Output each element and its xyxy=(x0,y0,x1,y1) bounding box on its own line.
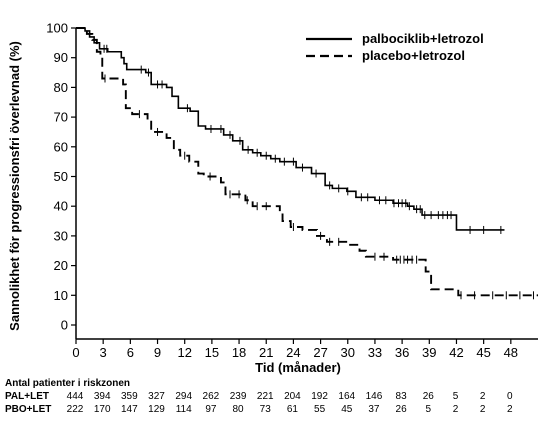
y-tick-label: 40 xyxy=(54,199,68,214)
risk-value: 55 xyxy=(314,404,326,415)
y-tick-label: 100 xyxy=(46,21,68,36)
risk-value: 114 xyxy=(176,404,192,415)
risk-value: 147 xyxy=(121,404,138,415)
risk-value: 37 xyxy=(368,404,380,415)
risk-value: 83 xyxy=(396,391,408,402)
x-tick-label: 36 xyxy=(395,345,409,360)
risk-value: 5 xyxy=(453,391,459,402)
x-axis-title: Tid (månader) xyxy=(255,360,341,375)
risk-value: 5 xyxy=(426,404,432,415)
y-tick-label: 30 xyxy=(54,228,68,243)
x-tick-label: 30 xyxy=(341,345,355,360)
x-tick-label: 18 xyxy=(232,345,246,360)
legend-label-placebo: placebo+letrozol xyxy=(362,48,465,63)
risk-value: 61 xyxy=(287,404,299,415)
y-tick-label: 0 xyxy=(61,318,68,333)
risk-values: 444 394 359 327 294 262 239 221 204 192 164 146 83 26… xyxy=(67,391,513,415)
x-tick-label: 9 xyxy=(154,345,161,360)
x-tick-label: 42 xyxy=(449,345,463,360)
risk-value: 97 xyxy=(205,404,217,415)
risk-value: 73 xyxy=(260,404,272,415)
risk-value: 45 xyxy=(341,404,353,415)
x-tick-label: 3 xyxy=(100,345,107,360)
x-tick-label: 33 xyxy=(368,345,382,360)
x-tick-label: 27 xyxy=(313,345,327,360)
risk-table: Antal patienter i riskzonen PAL+LET PBO+… xyxy=(5,378,513,415)
x-tick-label: 48 xyxy=(504,345,518,360)
risk-value: 192 xyxy=(311,391,328,402)
series-layer xyxy=(76,27,538,300)
series-line-placebo xyxy=(76,27,538,297)
x-tick-label: 15 xyxy=(205,345,219,360)
risk-value: 80 xyxy=(232,404,244,415)
x-tick-label: 12 xyxy=(177,345,191,360)
risk-value: 26 xyxy=(423,391,435,402)
x-tick-label: 24 xyxy=(286,345,300,360)
risk-value: 327 xyxy=(148,391,165,402)
risk-value: 359 xyxy=(121,391,138,402)
y-tick-label: 70 xyxy=(54,110,68,125)
risk-value: 2 xyxy=(453,404,459,415)
x-tick-label: 6 xyxy=(127,345,134,360)
risk-table-title: Antal patienter i riskzonen xyxy=(5,378,130,389)
x-tick-label: 39 xyxy=(422,345,436,360)
y-tick-label: 60 xyxy=(54,139,68,154)
x-ticks: 0 3 6 9 12 15 18 21 24 27 30 33 36 39 42 45 48 xyxy=(72,339,518,360)
risk-row-label-pal: PAL+LET xyxy=(5,391,49,402)
risk-value: 164 xyxy=(338,391,355,402)
risk-value: 0 xyxy=(507,391,513,402)
risk-value: 26 xyxy=(396,404,408,415)
y-tick-label: 20 xyxy=(54,258,68,273)
risk-value: 204 xyxy=(284,391,301,402)
risk-value: 170 xyxy=(94,404,111,415)
y-tick-label: 10 xyxy=(54,288,68,303)
x-tick-label: 0 xyxy=(72,345,79,360)
risk-value: 294 xyxy=(175,391,192,402)
risk-value: 221 xyxy=(257,391,274,402)
legend: palbociklib+letrozol placebo+letrozol xyxy=(306,31,484,63)
risk-value: 146 xyxy=(366,391,383,402)
risk-row-label-pbo: PBO+LET xyxy=(5,404,51,415)
risk-value: 2 xyxy=(480,404,486,415)
y-tick-label: 50 xyxy=(54,169,68,184)
risk-value: 394 xyxy=(94,391,111,402)
risk-value: 2 xyxy=(480,391,486,402)
y-tick-label: 90 xyxy=(54,50,68,65)
risk-value: 2 xyxy=(507,404,513,415)
risk-value: 262 xyxy=(203,391,220,402)
risk-value: 222 xyxy=(67,404,84,415)
series-line-palbociklib xyxy=(76,27,505,231)
axes xyxy=(75,28,538,340)
risk-value: 239 xyxy=(230,391,247,402)
risk-value: 129 xyxy=(148,404,165,415)
x-tick-label: 21 xyxy=(259,345,273,360)
y-tick-label: 80 xyxy=(54,80,68,95)
x-tick-label: 45 xyxy=(476,345,490,360)
y-ticks: 0 10 20 30 40 50 60 70 80 90 100 xyxy=(46,21,76,333)
y-axis-title: Sannolikhet för progressionsfri överlevn… xyxy=(7,41,22,331)
legend-label-palbociklib: palbociklib+letrozol xyxy=(362,31,484,46)
risk-value: 444 xyxy=(67,391,84,402)
